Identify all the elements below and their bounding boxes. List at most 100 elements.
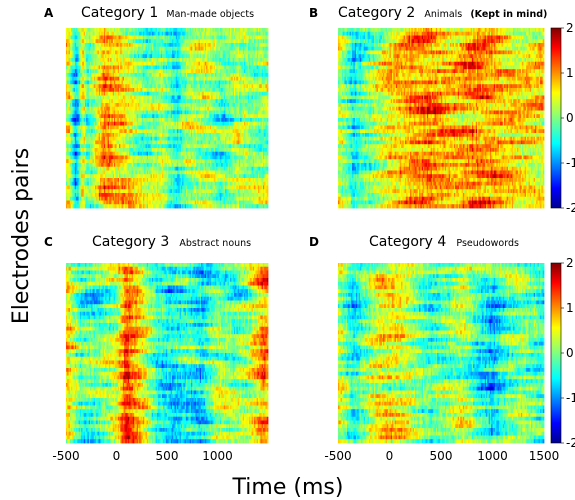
heatmap-cell: [266, 80, 269, 85]
heatmap-cell: [158, 39, 160, 44]
heatmap-cell: [149, 28, 151, 33]
heatmap-cell: [146, 46, 149, 51]
heatmap-cell: [233, 28, 236, 33]
heatmap-cell: [150, 39, 153, 44]
heatmap-cell: [113, 46, 116, 51]
heatmap-cell: [113, 31, 116, 36]
heatmap-cell: [196, 46, 198, 51]
heatmap-cell: [189, 50, 192, 55]
heatmap-cell: [163, 39, 165, 44]
heatmap-cell: [167, 46, 169, 51]
heatmap-cell: [164, 58, 167, 63]
heatmap-cell: [227, 35, 230, 40]
heatmap-cell: [235, 58, 237, 63]
heatmap-cell: [153, 43, 155, 48]
heatmap-cell: [146, 54, 149, 59]
heatmap-cell: [266, 118, 269, 123]
heatmap-cell: [183, 46, 186, 51]
heatmap-cell: [73, 31, 76, 36]
heatmap-cell: [198, 35, 201, 40]
heatmap-cell: [196, 28, 198, 33]
heatmap-cell: [178, 58, 181, 63]
heatmap-cell: [240, 54, 242, 59]
heatmap-cell: [95, 31, 97, 36]
heatmap-cell: [145, 46, 148, 51]
heatmap-cell: [119, 43, 121, 48]
heatmap-cell: [69, 50, 72, 55]
heatmap-cell: [250, 43, 252, 48]
heatmap-cell: [206, 39, 208, 44]
heatmap-cell: [156, 43, 159, 48]
heatmap-cell: [89, 28, 92, 33]
heatmap-cell: [131, 43, 134, 48]
heatmap-cell: [153, 39, 155, 44]
heatmap-cell: [81, 35, 83, 40]
heatmap-cell: [204, 50, 207, 55]
heatmap-cell: [135, 28, 138, 33]
panel-c-title: Category 3 Abstract nouns: [92, 231, 251, 250]
heatmap-cell: [216, 28, 218, 33]
heatmap-cell: [146, 28, 149, 33]
heatmap-cell: [141, 54, 144, 59]
heatmap-cell: [130, 46, 133, 51]
heatmap-cell: [173, 58, 175, 63]
heatmap-cell: [209, 58, 212, 63]
heatmap-cell: [203, 50, 206, 55]
heatmap-cell: [213, 58, 216, 63]
heatmap-cell: [193, 54, 196, 59]
heatmap-cell: [130, 31, 133, 36]
heatmap-cell: [249, 46, 251, 51]
heatmap-cell: [83, 35, 86, 40]
heatmap-cell: [177, 54, 179, 59]
heatmap-cell: [72, 58, 74, 63]
heatmap-cell: [78, 46, 81, 51]
heatmap-cell: [242, 39, 245, 44]
heatmap-cell: [155, 35, 158, 40]
heatmap-cell: [126, 39, 129, 44]
heatmap-cell: [122, 58, 125, 63]
heatmap-cell: [140, 54, 143, 59]
heatmap-cell: [77, 43, 80, 48]
heatmap-cell: [221, 54, 223, 59]
heatmap-cell: [218, 54, 221, 59]
heatmap-cell: [180, 28, 183, 33]
heatmap-cell: [180, 58, 183, 63]
heatmap-cell: [84, 28, 87, 33]
heatmap-cell: [95, 43, 97, 48]
heatmap-cell: [231, 39, 234, 44]
heatmap-cell: [156, 28, 159, 33]
heatmap-cell: [151, 31, 154, 36]
heatmap-cell: [173, 28, 175, 33]
heatmap-cell: [159, 31, 162, 36]
heatmap-cell: [266, 65, 269, 70]
heatmap-cell: [236, 54, 239, 59]
heatmap-cell: [184, 31, 187, 36]
heatmap-cell: [144, 31, 146, 36]
panel-a-title-sub: Man-made objects: [166, 9, 254, 20]
heatmap-cell: [124, 54, 126, 59]
heatmap-cell: [184, 50, 187, 55]
heatmap-cell: [150, 31, 153, 36]
heatmap-cell: [161, 43, 164, 48]
heatmap-cell: [182, 46, 184, 51]
heatmap-cell: [197, 58, 199, 63]
heatmap-cell: [202, 39, 205, 44]
panel-a-title: Category 1 Man-made objects: [81, 2, 254, 21]
heatmap-cell: [251, 43, 254, 48]
heatmap-cell: [122, 28, 125, 33]
heatmap-cell: [259, 35, 261, 40]
heatmap-cell: [244, 54, 246, 59]
heatmap-cell: [235, 46, 237, 51]
heatmap-cell: [137, 28, 140, 33]
heatmap-cell: [112, 46, 115, 51]
heatmap-cell: [78, 39, 81, 44]
heatmap-cell: [115, 28, 117, 33]
heatmap-cell: [141, 58, 144, 63]
heatmap-cell: [266, 31, 269, 36]
heatmap-cell: [136, 35, 139, 40]
heatmap-cell: [117, 28, 120, 33]
heatmap-cell: [228, 50, 231, 55]
heatmap-cell: [155, 58, 158, 63]
heatmap-cell: [116, 39, 119, 44]
